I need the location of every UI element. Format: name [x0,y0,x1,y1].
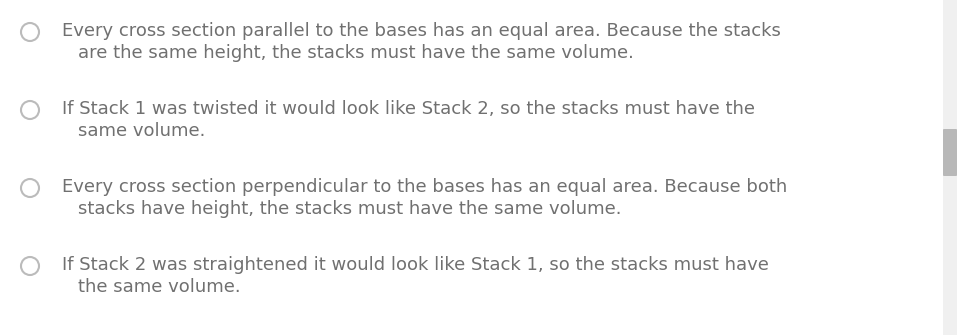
Text: Every cross section perpendicular to the bases has an equal area. Because both: Every cross section perpendicular to the… [62,178,787,196]
Text: If Stack 2 was straightened it would look like Stack 1, so the stacks must have: If Stack 2 was straightened it would loo… [62,256,769,274]
FancyBboxPatch shape [943,129,957,176]
Text: stacks have height, the stacks must have the same volume.: stacks have height, the stacks must have… [78,200,621,218]
Text: the same volume.: the same volume. [78,278,241,296]
Text: If Stack 1 was twisted it would look like Stack 2, so the stacks must have the: If Stack 1 was twisted it would look lik… [62,100,755,118]
Text: are the same height, the stacks must have the same volume.: are the same height, the stacks must hav… [78,44,634,62]
Text: same volume.: same volume. [78,122,206,140]
Bar [943,0,957,335]
Text: Every cross section parallel to the bases has an equal area. Because the stacks: Every cross section parallel to the base… [62,22,781,40]
